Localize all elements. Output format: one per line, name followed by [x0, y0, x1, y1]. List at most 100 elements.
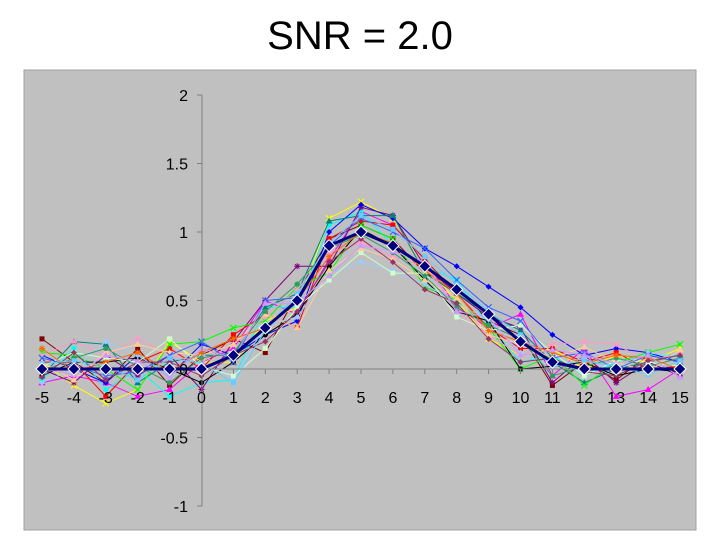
data-point — [102, 376, 109, 383]
data-point — [39, 374, 45, 381]
x-tick-label: 2 — [261, 390, 270, 407]
data-point — [102, 399, 110, 407]
data-point — [389, 212, 397, 219]
data-point — [518, 345, 523, 351]
data-point — [390, 270, 396, 276]
x-tick-label: 15 — [671, 390, 689, 407]
data-point — [134, 392, 142, 399]
mean-data-point — [290, 293, 304, 308]
mean-series-layer — [35, 225, 687, 376]
data-point — [422, 254, 428, 260]
data-point — [230, 332, 236, 338]
data-point — [485, 283, 492, 290]
data-point — [294, 286, 301, 293]
data-point — [103, 386, 109, 393]
data-point — [453, 307, 461, 314]
mean-data-point — [162, 362, 177, 376]
mean-data-point — [258, 321, 273, 335]
data-point — [549, 373, 556, 379]
data-point — [357, 242, 365, 249]
mean-data-point — [513, 334, 528, 349]
x-tick-label: 1 — [229, 390, 238, 407]
data-point — [166, 386, 174, 393]
mean-data-point — [609, 362, 623, 376]
data-point — [613, 372, 620, 379]
mean-data-point — [386, 238, 400, 253]
mean-data-point — [67, 362, 81, 376]
data-point — [517, 359, 524, 366]
data-point — [613, 345, 620, 352]
data-point — [580, 343, 588, 350]
data-point — [549, 349, 556, 356]
data-point — [262, 345, 268, 351]
data-point — [581, 358, 587, 364]
data-point — [676, 340, 684, 348]
data-point — [517, 310, 524, 317]
mean-data-point — [194, 362, 209, 376]
x-tick-label: 6 — [388, 390, 397, 407]
data-point — [167, 380, 173, 386]
data-point — [453, 294, 461, 301]
data-point — [326, 277, 332, 283]
y-tick-label: 0 — [179, 362, 188, 379]
y-tick-label: -1 — [174, 499, 188, 516]
data-point — [358, 201, 364, 208]
data-point — [644, 351, 652, 358]
data-point — [581, 373, 587, 379]
mean-data-point — [418, 259, 432, 273]
data-point — [613, 352, 620, 359]
data-point — [102, 359, 109, 366]
data-point — [134, 340, 142, 347]
data-point — [612, 392, 620, 399]
data-point — [358, 259, 364, 266]
data-point — [325, 266, 333, 273]
data-point — [613, 379, 620, 386]
mean-data-point — [130, 362, 145, 376]
data-point — [134, 372, 141, 379]
data-point — [39, 336, 45, 342]
data-point — [229, 344, 237, 351]
data-point — [486, 322, 492, 328]
data-point — [358, 213, 364, 219]
data-point — [71, 358, 77, 364]
data-point — [167, 382, 173, 388]
data-point — [548, 346, 556, 353]
data-point — [294, 308, 301, 315]
data-point — [645, 357, 652, 364]
data-point — [102, 351, 110, 358]
series-layer — [38, 198, 684, 407]
x-tick-label: 11 — [544, 390, 561, 407]
data-point — [517, 327, 524, 334]
mean-data-point — [449, 282, 464, 297]
data-point — [262, 338, 269, 345]
data-point — [294, 291, 300, 297]
data-point — [70, 376, 78, 383]
data-point — [38, 354, 46, 362]
data-point — [167, 393, 173, 399]
data-point — [262, 313, 269, 320]
data-point — [613, 341, 620, 348]
data-point — [135, 345, 141, 351]
data-point — [167, 345, 173, 351]
x-tick-label: 7 — [420, 390, 429, 407]
data-point — [358, 218, 364, 224]
plot-background — [23, 69, 697, 531]
data-point — [134, 349, 141, 356]
data-point — [294, 304, 300, 310]
data-point — [166, 373, 174, 380]
data-point — [229, 340, 237, 347]
x-tick-label: 12 — [575, 390, 593, 407]
x-tick-label: 5 — [357, 390, 366, 407]
data-point — [676, 346, 684, 353]
data-point — [167, 336, 173, 342]
mean-data-point — [481, 307, 496, 321]
data-point — [103, 345, 109, 352]
data-point — [102, 338, 109, 345]
y-tick-label: -0.5 — [160, 431, 188, 448]
x-tick-label: 4 — [325, 390, 334, 407]
data-point — [230, 373, 236, 379]
data-point — [294, 281, 300, 287]
data-point — [230, 335, 237, 342]
data-point — [103, 393, 109, 399]
